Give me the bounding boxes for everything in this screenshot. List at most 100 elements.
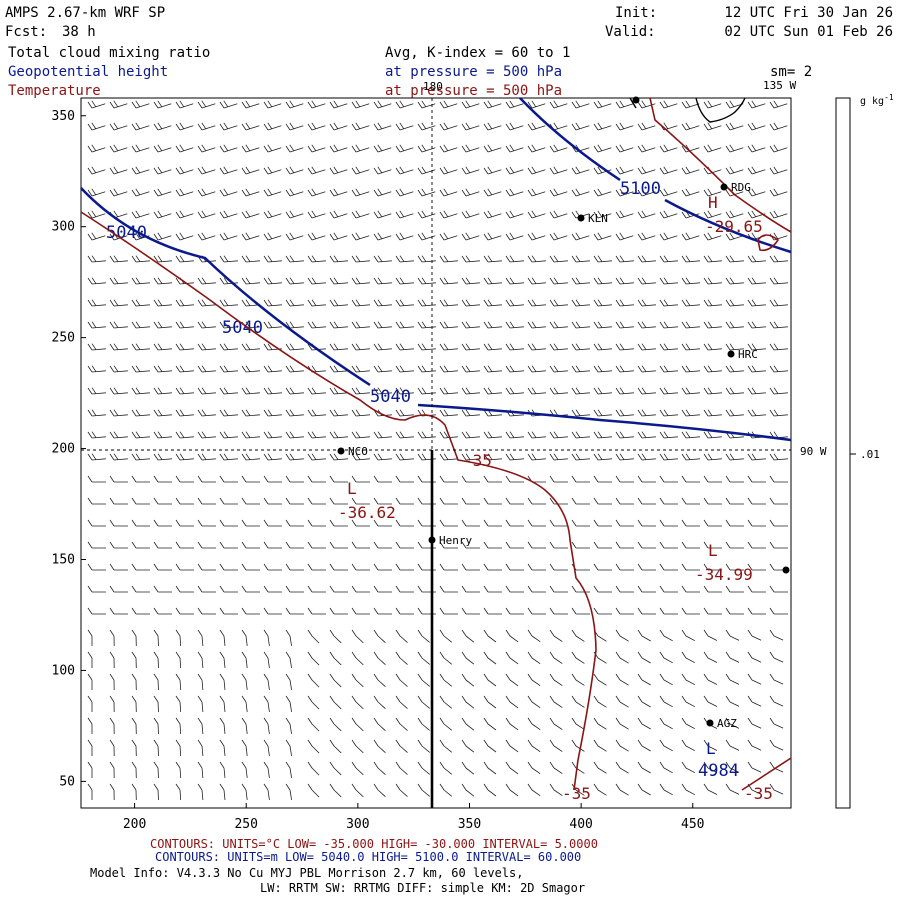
wind-barb bbox=[725, 277, 744, 285]
wind-barb bbox=[329, 321, 348, 329]
wind-barb bbox=[373, 739, 386, 753]
wind-barb bbox=[175, 651, 182, 669]
wind-barb bbox=[571, 409, 590, 417]
wind-barb bbox=[87, 144, 106, 153]
wind-barb bbox=[483, 122, 502, 131]
wind-barb bbox=[285, 343, 304, 351]
wind-barb bbox=[175, 188, 194, 197]
wind-barb bbox=[439, 255, 458, 263]
wind-barb bbox=[615, 541, 634, 549]
wind-barb bbox=[395, 166, 414, 175]
wind-barb bbox=[175, 431, 194, 439]
wind-barb bbox=[505, 188, 524, 197]
wind-barb bbox=[461, 321, 480, 329]
wind-barb bbox=[351, 166, 370, 175]
wind-barb bbox=[681, 232, 700, 241]
wind-barb bbox=[659, 739, 673, 752]
wind-barb bbox=[285, 783, 292, 800]
wind-barb bbox=[241, 629, 248, 646]
wind-barb bbox=[549, 673, 563, 686]
wind-barb bbox=[197, 122, 216, 131]
wind-barb bbox=[703, 695, 718, 707]
wind-barb bbox=[769, 453, 788, 461]
wind-barb bbox=[571, 651, 585, 664]
wind-barb bbox=[615, 365, 634, 373]
x-tick-label: 400 bbox=[569, 817, 592, 832]
wind-barb bbox=[307, 100, 326, 109]
wind-barb bbox=[461, 651, 475, 665]
wind-barb bbox=[681, 100, 700, 109]
wind-barb bbox=[219, 387, 238, 395]
wind-barb bbox=[307, 563, 326, 571]
wind-barb bbox=[747, 541, 766, 549]
wind-barb bbox=[263, 166, 282, 175]
wind-barb bbox=[747, 321, 766, 329]
wind-barb bbox=[197, 783, 204, 801]
wind-barb bbox=[263, 431, 282, 439]
height-label: 5040 bbox=[222, 318, 263, 338]
wind-barb bbox=[461, 739, 475, 753]
wind-barb bbox=[219, 783, 226, 800]
wind-barb bbox=[329, 232, 348, 241]
station-label: HRC bbox=[738, 348, 758, 361]
wind-barb bbox=[351, 783, 364, 798]
wind-barb bbox=[549, 299, 568, 307]
wind-barb bbox=[703, 122, 722, 131]
wind-barb bbox=[637, 343, 656, 351]
wind-barb bbox=[681, 453, 700, 461]
y-tick-label: 200 bbox=[52, 442, 75, 457]
wind-barb bbox=[483, 210, 502, 219]
wind-barb bbox=[395, 651, 408, 665]
wind-barb bbox=[285, 188, 304, 197]
wind-barb bbox=[373, 783, 386, 797]
wind-barb bbox=[351, 717, 364, 732]
station-marker-agz bbox=[706, 719, 714, 727]
wind-barb bbox=[329, 673, 342, 688]
field1-name: Total cloud mixing ratio bbox=[8, 45, 210, 61]
wind-barb bbox=[153, 144, 172, 153]
wind-barb bbox=[395, 541, 414, 549]
wind-barb bbox=[307, 122, 326, 131]
wind-barb bbox=[197, 497, 216, 505]
wind-barb bbox=[725, 629, 740, 641]
wind-barb bbox=[109, 695, 115, 713]
wind-barb bbox=[395, 210, 414, 219]
wind-barb bbox=[725, 761, 740, 773]
wind-barb bbox=[263, 695, 270, 712]
wind-barb bbox=[571, 497, 590, 505]
wind-barb bbox=[285, 497, 304, 505]
wind-barb bbox=[461, 717, 475, 731]
wind-barb bbox=[307, 607, 326, 615]
wind-barb bbox=[461, 299, 480, 307]
wind-barb bbox=[175, 166, 194, 175]
wind-barb bbox=[681, 497, 700, 505]
wind-barb bbox=[747, 144, 766, 153]
wind-barb bbox=[153, 409, 172, 417]
wind-barb bbox=[175, 717, 182, 735]
wind-barb bbox=[175, 321, 194, 329]
temp-contour-minus35 bbox=[80, 211, 597, 791]
wind-barb bbox=[219, 497, 238, 505]
wind-barb bbox=[659, 475, 678, 483]
wind-barb bbox=[131, 761, 137, 779]
wind-barb bbox=[197, 651, 204, 669]
wind-barb bbox=[703, 431, 722, 439]
wind-barb bbox=[439, 717, 453, 731]
wind-barb bbox=[351, 673, 364, 688]
wind-barb bbox=[197, 232, 216, 241]
wind-barb bbox=[483, 277, 502, 285]
wind-barb bbox=[527, 783, 541, 797]
wind-barb bbox=[351, 607, 370, 615]
height-label: 4984 bbox=[698, 761, 739, 781]
wind-barb bbox=[615, 188, 634, 197]
wind-barb bbox=[263, 673, 270, 690]
wind-barb bbox=[307, 188, 326, 197]
wind-barb bbox=[637, 629, 651, 642]
wind-barb bbox=[659, 299, 678, 307]
wind-barb bbox=[747, 497, 766, 505]
wind-barb bbox=[263, 299, 282, 307]
wind-barb bbox=[175, 100, 194, 109]
wind-barb bbox=[241, 365, 260, 373]
wind-barb bbox=[747, 739, 762, 751]
wind-barb bbox=[285, 122, 304, 131]
